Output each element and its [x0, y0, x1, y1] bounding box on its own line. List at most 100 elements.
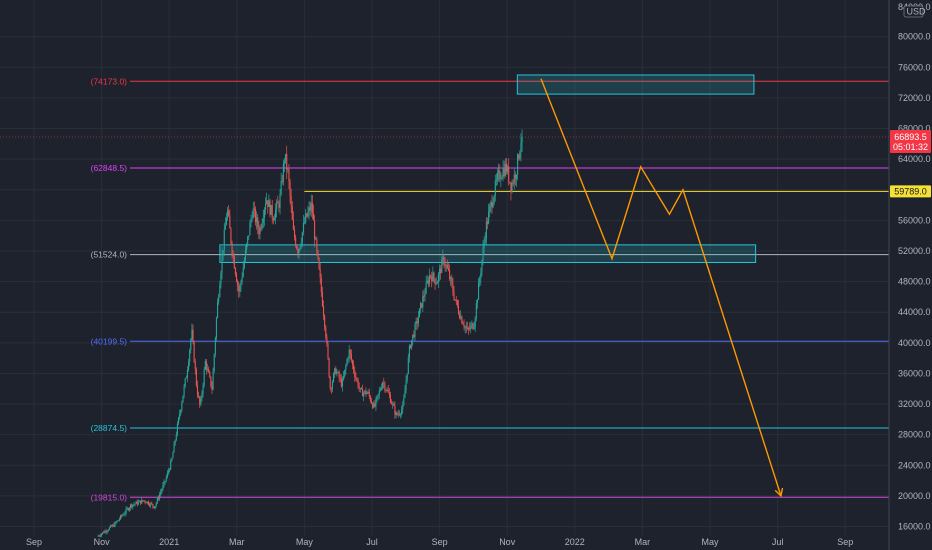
projection-line[interactable] — [540, 78, 782, 497]
candle-body — [308, 207, 310, 212]
candle-body — [422, 295, 424, 308]
x-axis[interactable]: Sep Nov 2021 Mar May Jul Sep Nov 2022 Mar May Jul Se… — [26, 537, 853, 547]
x-tick-label: Jul — [772, 537, 784, 547]
y-tick-label: 80000.0 — [898, 32, 931, 42]
candle-body — [107, 529, 109, 531]
candle-body — [113, 524, 115, 527]
candle-body — [344, 369, 346, 377]
x-tick-label: Jul — [366, 537, 378, 547]
candle-body — [220, 272, 222, 286]
x-tick-label: 2021 — [159, 537, 179, 547]
candle-body — [309, 207, 311, 211]
candle-body — [203, 369, 205, 385]
candle-body — [461, 316, 463, 324]
candle-body — [121, 515, 123, 517]
candle-body — [345, 365, 347, 370]
candle-body — [341, 379, 344, 387]
candle-body — [453, 292, 455, 300]
y-tick-label: 20000.0 — [898, 491, 931, 501]
price-tags: 66893.505:01:32 59789.0 — [890, 130, 931, 198]
candles — [97, 129, 523, 538]
candle-body — [519, 151, 521, 159]
candle-body — [201, 393, 203, 399]
candle-body — [404, 390, 406, 398]
candle-body — [146, 501, 148, 504]
candle-body — [320, 277, 322, 293]
candle-body — [160, 492, 162, 495]
fib-level-label: (51524.0) — [91, 250, 128, 260]
candle-body — [270, 205, 272, 215]
candle-body — [200, 398, 202, 405]
upper-zone[interactable] — [516, 74, 755, 95]
candle-body — [460, 316, 462, 319]
y-axis-background — [889, 0, 932, 550]
candle-body — [204, 361, 206, 370]
candle-body — [446, 265, 448, 269]
candle-body — [418, 308, 421, 318]
candle-body — [451, 277, 453, 284]
candle-body — [118, 518, 120, 521]
candle-body — [306, 213, 308, 217]
candle-body — [163, 481, 165, 486]
candle-body — [119, 515, 122, 519]
candle-body — [134, 503, 136, 505]
candle-body — [281, 180, 283, 182]
candle-body — [141, 499, 143, 504]
candle-body — [183, 386, 185, 396]
candle-body — [109, 525, 112, 528]
candle-body — [392, 403, 394, 405]
current-price-tag — [890, 130, 931, 154]
candle-body — [473, 327, 475, 329]
candle-body — [413, 334, 415, 337]
candle-body — [213, 354, 215, 371]
fib-level-label: (74173.0) — [91, 76, 128, 86]
candle-body — [337, 372, 339, 373]
candle-body — [454, 299, 456, 301]
candle-body — [248, 235, 250, 237]
candle-body — [373, 403, 375, 408]
candle-body — [162, 485, 164, 490]
candle-body — [318, 258, 320, 269]
candle-body — [297, 248, 299, 254]
candle-body — [441, 259, 443, 274]
candle-body — [483, 242, 485, 248]
candle-body — [395, 412, 397, 415]
candle-body — [188, 361, 190, 371]
candle-body — [510, 182, 512, 192]
candle-body — [504, 163, 506, 176]
candle-body — [375, 398, 377, 407]
candle-body — [223, 229, 225, 250]
candle-body — [209, 372, 211, 377]
candle-body — [280, 180, 282, 195]
candle-body — [123, 514, 125, 516]
candle-body — [362, 388, 364, 397]
candle-body — [247, 236, 249, 244]
candle-body — [518, 154, 520, 159]
candle-body — [499, 170, 501, 180]
candle-body — [374, 403, 376, 407]
candle-body — [430, 275, 432, 277]
candle-body — [322, 306, 325, 316]
currency-badge[interactable] — [903, 5, 924, 18]
candle-body — [227, 210, 229, 219]
candle-body — [256, 217, 258, 223]
candle-body — [290, 196, 292, 207]
candle-body — [261, 222, 263, 229]
fib-level-label: (62848.5) — [91, 163, 128, 173]
x-tick-label: Sep — [837, 537, 853, 547]
middle-zone[interactable] — [219, 244, 757, 263]
candle-body — [224, 224, 226, 230]
y-axis[interactable]: 84000.0 USD 16000.020000.024000.028000.0… — [888, 0, 932, 550]
candle-body — [481, 260, 483, 274]
candle-body — [98, 535, 100, 537]
candle-body — [233, 256, 235, 269]
candle-body — [509, 181, 511, 183]
candle-body — [457, 305, 460, 314]
candle-body — [242, 267, 244, 277]
currency-label: USD — [907, 7, 927, 17]
candle-body — [409, 345, 412, 348]
candle-body — [364, 390, 366, 393]
candle-body — [488, 211, 490, 224]
x-tick-label: May — [296, 537, 314, 547]
